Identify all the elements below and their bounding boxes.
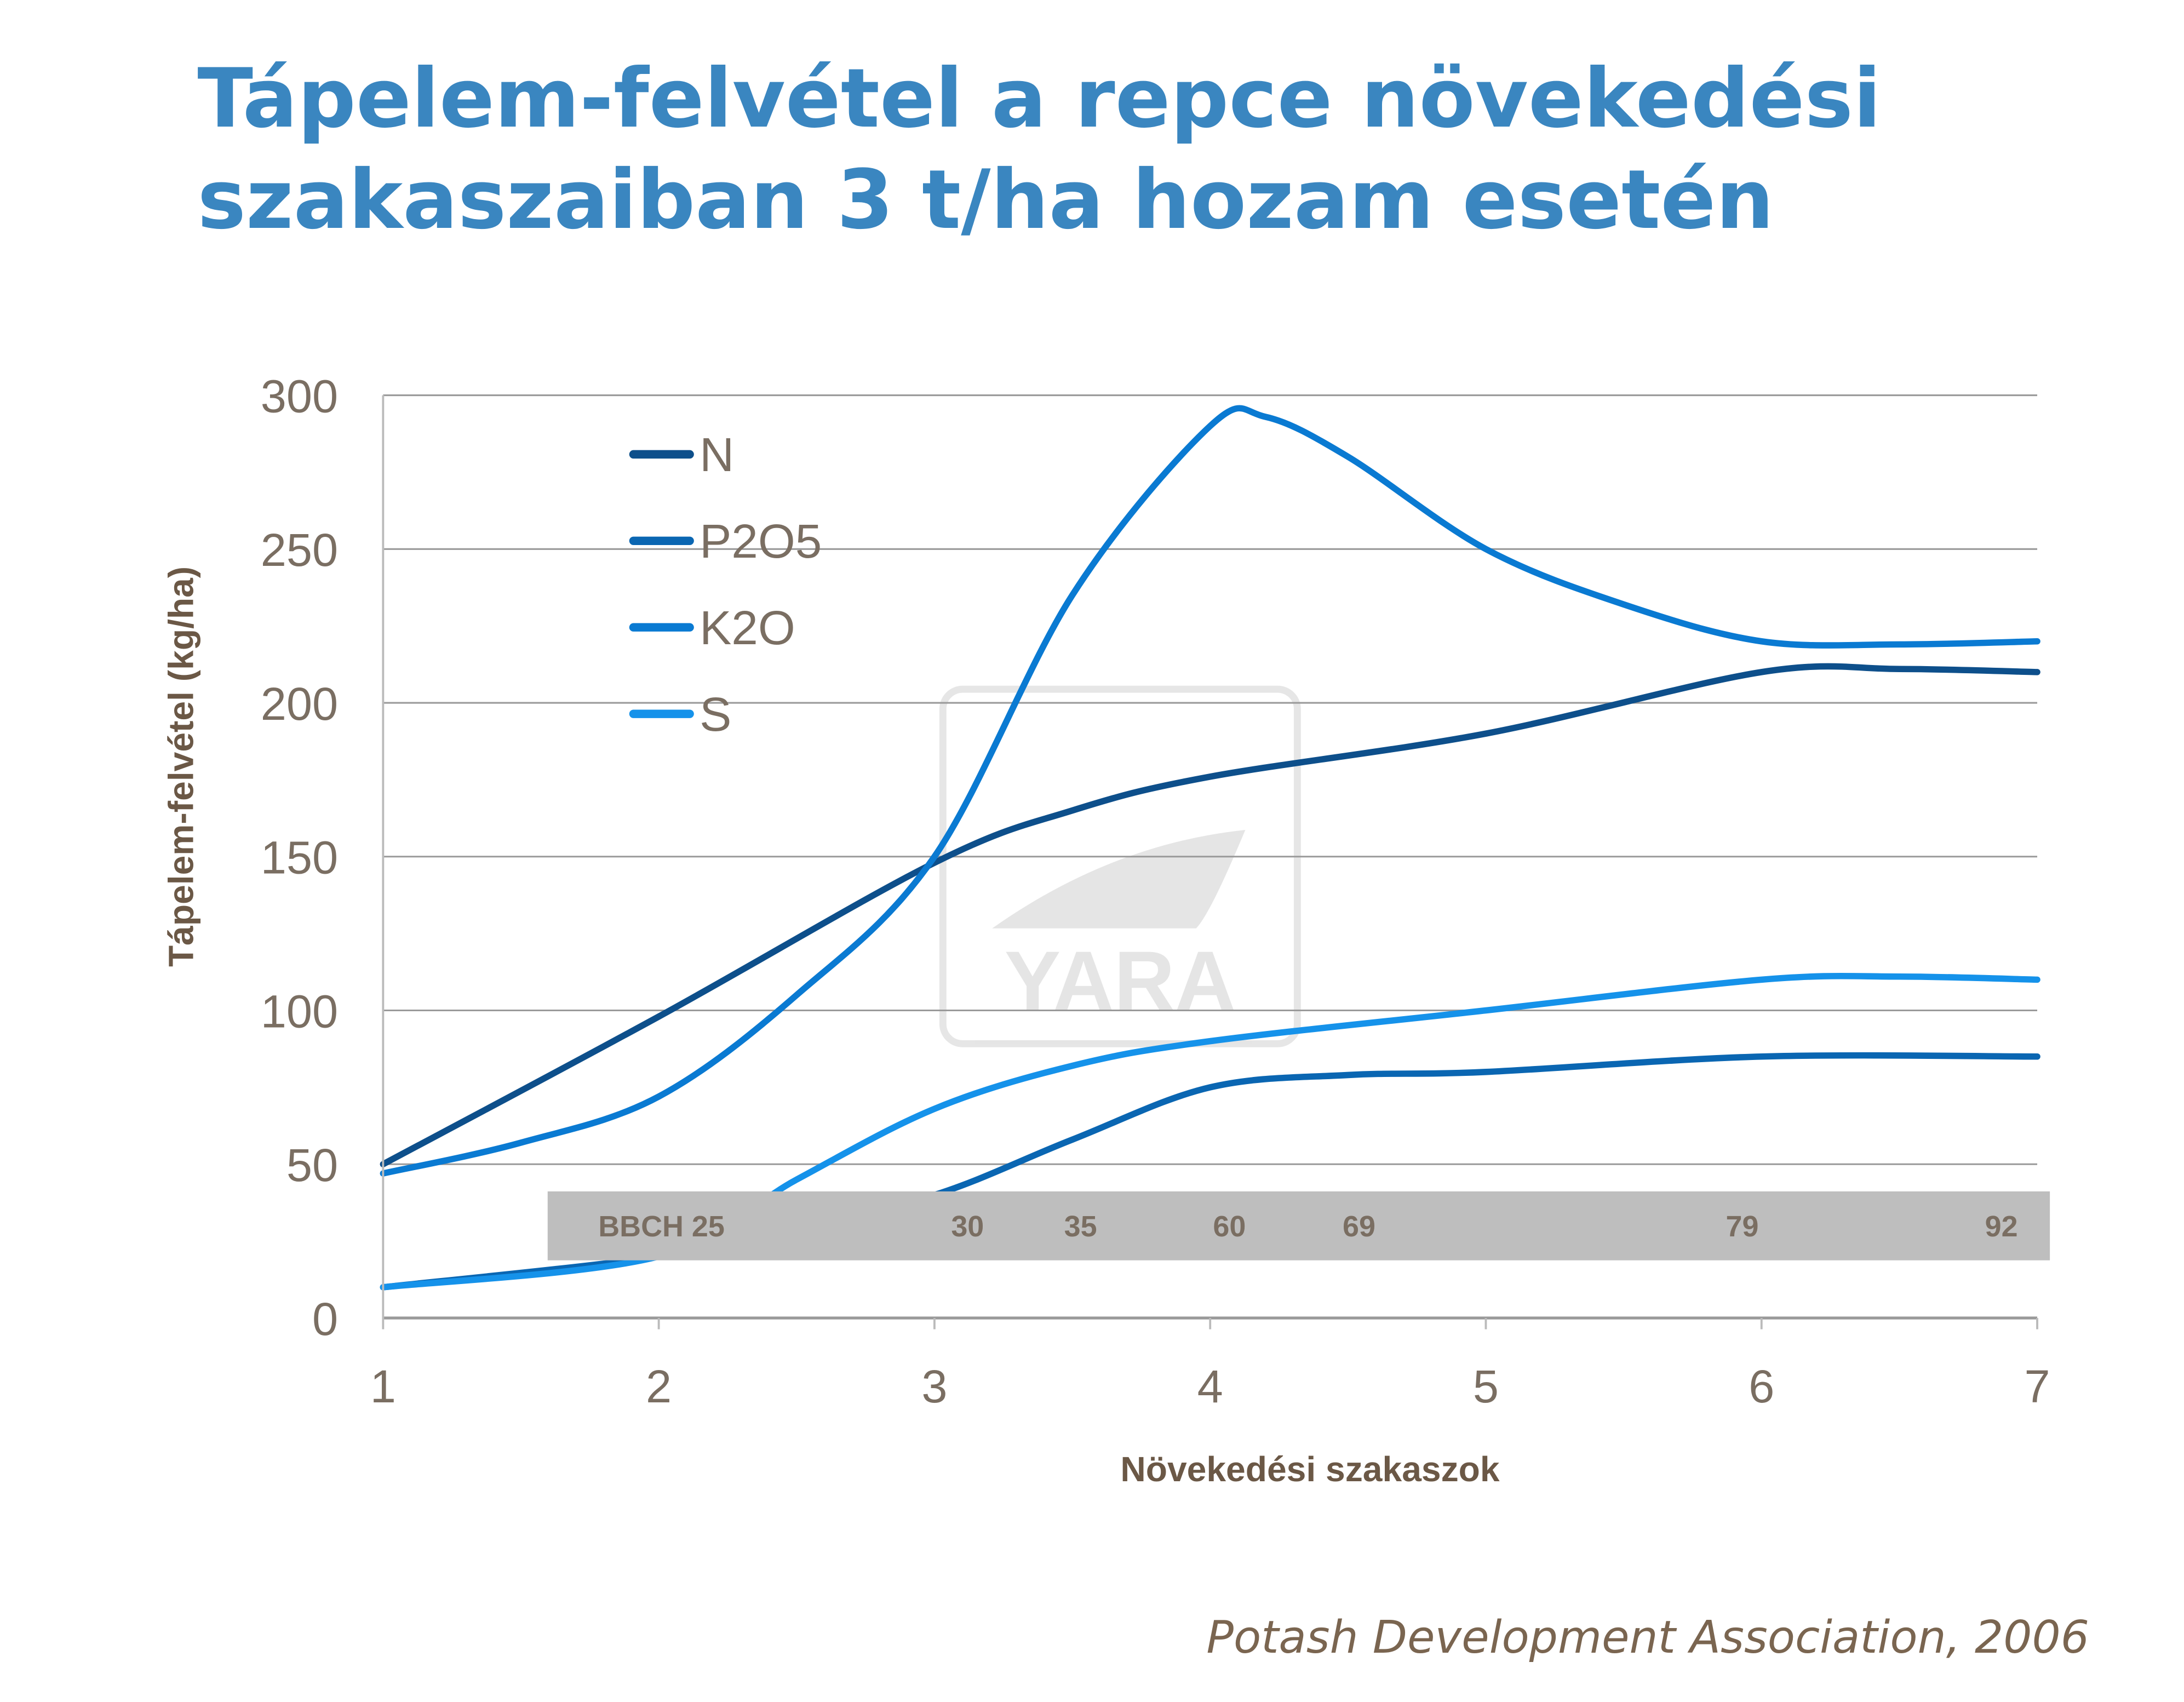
x-tick-label: 1 [370, 1360, 396, 1412]
y-tick-label: 200 [261, 678, 338, 730]
svg-text:YARA: YARA [1005, 934, 1236, 1028]
x-tick-label: 2 [646, 1360, 672, 1412]
bbch-label: 30 [951, 1210, 984, 1243]
legend-label: P2O5 [700, 514, 822, 568]
x-tick-label: 6 [1749, 1360, 1774, 1412]
bbch-label: 79 [1726, 1210, 1759, 1243]
legend-label: N [700, 428, 734, 482]
x-tick-label: 3 [921, 1360, 947, 1412]
x-axis-label: Növekedési szakaszok [1120, 1449, 1500, 1489]
series-line-n [380, 663, 2040, 1168]
bbch-label: 92 [1985, 1210, 2018, 1243]
source-note: Potash Development Association, 2006 [1206, 1612, 2089, 1664]
y-tick-label: 250 [261, 524, 338, 576]
y-tick-label: 150 [261, 832, 338, 884]
y-tick-label: 0 [312, 1293, 338, 1345]
bbch-band [547, 1191, 2050, 1260]
x-tick-label: 5 [1473, 1360, 1499, 1412]
legend-label: S [700, 687, 731, 741]
x-tick-label: 7 [2024, 1360, 2050, 1412]
x-tick-label: 4 [1197, 1360, 1223, 1412]
yara-watermark: YARA [939, 685, 1301, 1047]
title-line-2: szakaszaiban 3 t/ha hozam esetén [197, 153, 1774, 248]
bbch-label: 35 [1064, 1210, 1097, 1243]
legend-label: K2O [700, 601, 795, 655]
y-tick-label: 300 [261, 370, 338, 422]
y-axis-label: Tápelem-felvétel (kg/ha) [162, 566, 201, 967]
bbch-label: 69 [1343, 1210, 1375, 1243]
y-tick-label: 50 [286, 1139, 338, 1191]
bbch-label: 60 [1213, 1210, 1246, 1243]
y-tick-label: 100 [261, 985, 338, 1037]
title-line-1: Tápelem-felvétel a repce növekedési [197, 51, 1881, 146]
series-line-k2o [380, 405, 2040, 1177]
bbch-label: BBCH 25 [598, 1210, 725, 1243]
